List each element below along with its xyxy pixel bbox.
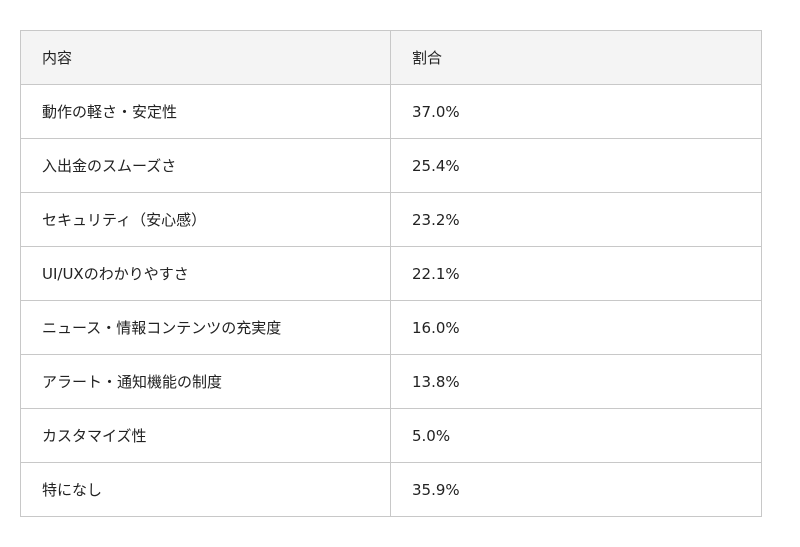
cell-ratio: 5.0% (390, 408, 762, 463)
cell-ratio: 22.1% (390, 246, 762, 301)
header-ratio: 割合 (390, 30, 762, 85)
data-table: 内容 割合 動作の軽さ・安定性 37.0% 入出金のスムーズさ 25.4% セキュリティ… (20, 30, 762, 517)
table-row: ニュース・情報コンテンツの充実度 16.0% (20, 300, 762, 355)
table-header-row: 内容 割合 (20, 30, 762, 85)
cell-content: 入出金のスムーズさ (20, 138, 391, 193)
table-row: カスタマイズ性 5.0% (20, 408, 762, 463)
table-row: 特になし 35.9% (20, 462, 762, 517)
cell-ratio: 13.8% (390, 354, 762, 409)
cell-content: UI/UXのわかりやすさ (20, 246, 391, 301)
cell-ratio: 16.0% (390, 300, 762, 355)
table-row: アラート・通知機能の制度 13.8% (20, 354, 762, 409)
cell-content: 特になし (20, 462, 391, 517)
cell-ratio: 37.0% (390, 84, 762, 139)
cell-ratio: 23.2% (390, 192, 762, 247)
table-row: 入出金のスムーズさ 25.4% (20, 138, 762, 193)
header-content: 内容 (20, 30, 391, 85)
table-row: セキュリティ（安心感） 23.2% (20, 192, 762, 247)
cell-content: カスタマイズ性 (20, 408, 391, 463)
cell-ratio: 25.4% (390, 138, 762, 193)
table-row: UI/UXのわかりやすさ 22.1% (20, 246, 762, 301)
cell-ratio: 35.9% (390, 462, 762, 517)
cell-content: セキュリティ（安心感） (20, 192, 391, 247)
table-row: 動作の軽さ・安定性 37.0% (20, 84, 762, 139)
cell-content: アラート・通知機能の制度 (20, 354, 391, 409)
cell-content: 動作の軽さ・安定性 (20, 84, 391, 139)
cell-content: ニュース・情報コンテンツの充実度 (20, 300, 391, 355)
